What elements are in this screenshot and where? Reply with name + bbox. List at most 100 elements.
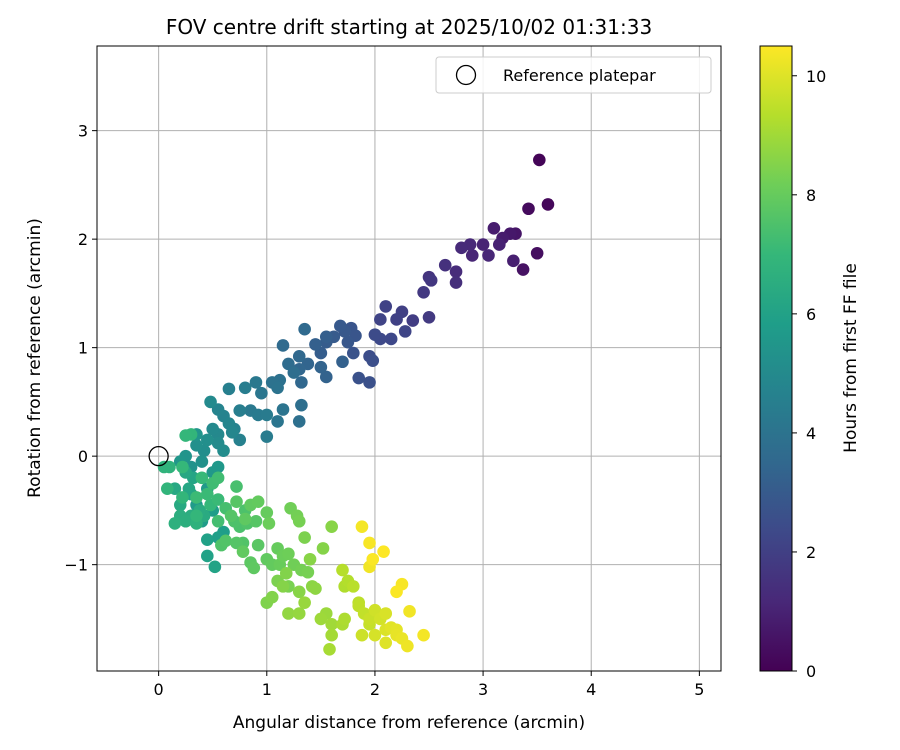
data-point: [238, 381, 252, 395]
data-point: [309, 582, 322, 595]
data-point: [325, 628, 338, 642]
y-tick-label: −1: [64, 556, 88, 575]
data-point: [201, 433, 214, 447]
data-point: [449, 265, 463, 278]
legend-box: [435, 56, 712, 94]
data-point: [279, 567, 293, 580]
data-point: [314, 360, 328, 374]
data-point: [368, 328, 382, 341]
y-tick-label: 3: [78, 122, 88, 141]
data-point: [292, 350, 306, 363]
data-point: [251, 495, 265, 509]
x-tick-label: 0: [154, 680, 164, 699]
data-point: [295, 398, 308, 412]
x-tick-label: 2: [370, 680, 380, 699]
data-point: [176, 460, 189, 474]
legend-label: Reference platepar: [503, 66, 656, 85]
colorbar-tick-label: 8: [806, 186, 816, 205]
data-point: [336, 563, 349, 577]
data-point: [309, 338, 322, 351]
x-tick-label: 4: [586, 680, 596, 699]
data-point: [292, 514, 306, 528]
data-point: [179, 514, 192, 528]
data-point: [251, 538, 265, 552]
grid-lines: [97, 46, 721, 671]
data-point: [301, 565, 315, 579]
data-point: [347, 346, 360, 360]
data-point: [482, 249, 495, 262]
data-point: [282, 607, 295, 620]
data-point: [379, 607, 393, 620]
data-point: [206, 422, 220, 436]
data-point: [325, 618, 338, 631]
colorbar: [759, 45, 793, 672]
data-point: [334, 319, 347, 333]
data-point: [325, 520, 338, 533]
y-tick-label: 0: [78, 447, 88, 466]
legend: Reference platepar: [435, 56, 712, 94]
data-point: [211, 514, 225, 528]
data-point: [533, 153, 546, 167]
x-tick-label: 1: [262, 680, 272, 699]
data-point: [403, 605, 416, 618]
data-point: [265, 590, 279, 604]
data-point: [438, 258, 452, 272]
data-point: [168, 517, 182, 530]
data-point: [336, 355, 349, 369]
legend-reference-marker: [455, 64, 477, 86]
data-point: [476, 238, 490, 251]
data-point: [406, 314, 420, 327]
data-point: [465, 249, 479, 262]
data-point: [298, 531, 311, 544]
data-point: [292, 415, 306, 428]
colorbar-tick-label: 4: [806, 424, 816, 443]
data-point: [314, 612, 328, 626]
data-point: [201, 487, 214, 501]
data-point: [292, 585, 306, 599]
data-point: [217, 444, 230, 458]
data-point: [276, 403, 290, 416]
data-point: [541, 198, 555, 211]
data-point: [238, 512, 252, 526]
data-point: [379, 300, 393, 313]
data-points: [157, 153, 555, 656]
reference-marker-layer: [148, 446, 169, 467]
data-point: [222, 382, 236, 396]
data-point: [298, 322, 311, 336]
data-point: [316, 542, 330, 555]
x-axis-ticks: 0 1 2 3 4 5: [154, 671, 704, 699]
data-point: [516, 263, 530, 276]
data-point: [179, 429, 192, 442]
data-point: [319, 370, 333, 384]
data-point: [347, 580, 360, 593]
data-point: [190, 509, 203, 523]
data-point: [363, 376, 376, 389]
data-point: [323, 642, 336, 656]
data-point: [208, 560, 222, 574]
data-point: [195, 471, 209, 485]
data-point: [225, 425, 239, 439]
data-point: [449, 276, 463, 289]
data-point: [374, 313, 387, 326]
data-point: [233, 404, 247, 417]
data-point: [352, 371, 366, 385]
data-point: [262, 517, 276, 530]
data-point: [230, 495, 243, 509]
data-point: [160, 482, 174, 496]
data-point: [295, 376, 308, 389]
data-point: [260, 408, 274, 422]
data-point: [282, 547, 295, 561]
data-point: [276, 580, 290, 593]
colorbar-tick-label: 6: [806, 305, 816, 324]
data-point: [417, 628, 430, 642]
y-tick-label: 2: [78, 230, 88, 249]
data-point: [249, 514, 263, 528]
y-axis-label: Rotation from reference (arcmin): [25, 218, 45, 498]
data-point: [341, 335, 355, 349]
data-point: [247, 561, 261, 575]
data-point: [260, 506, 274, 519]
x-axis-label: Angular distance from reference (arcmin): [233, 713, 585, 733]
data-point: [271, 381, 284, 395]
colorbar-ticks: 0 2 4 6 8 10: [792, 67, 826, 681]
data-point: [530, 246, 544, 260]
